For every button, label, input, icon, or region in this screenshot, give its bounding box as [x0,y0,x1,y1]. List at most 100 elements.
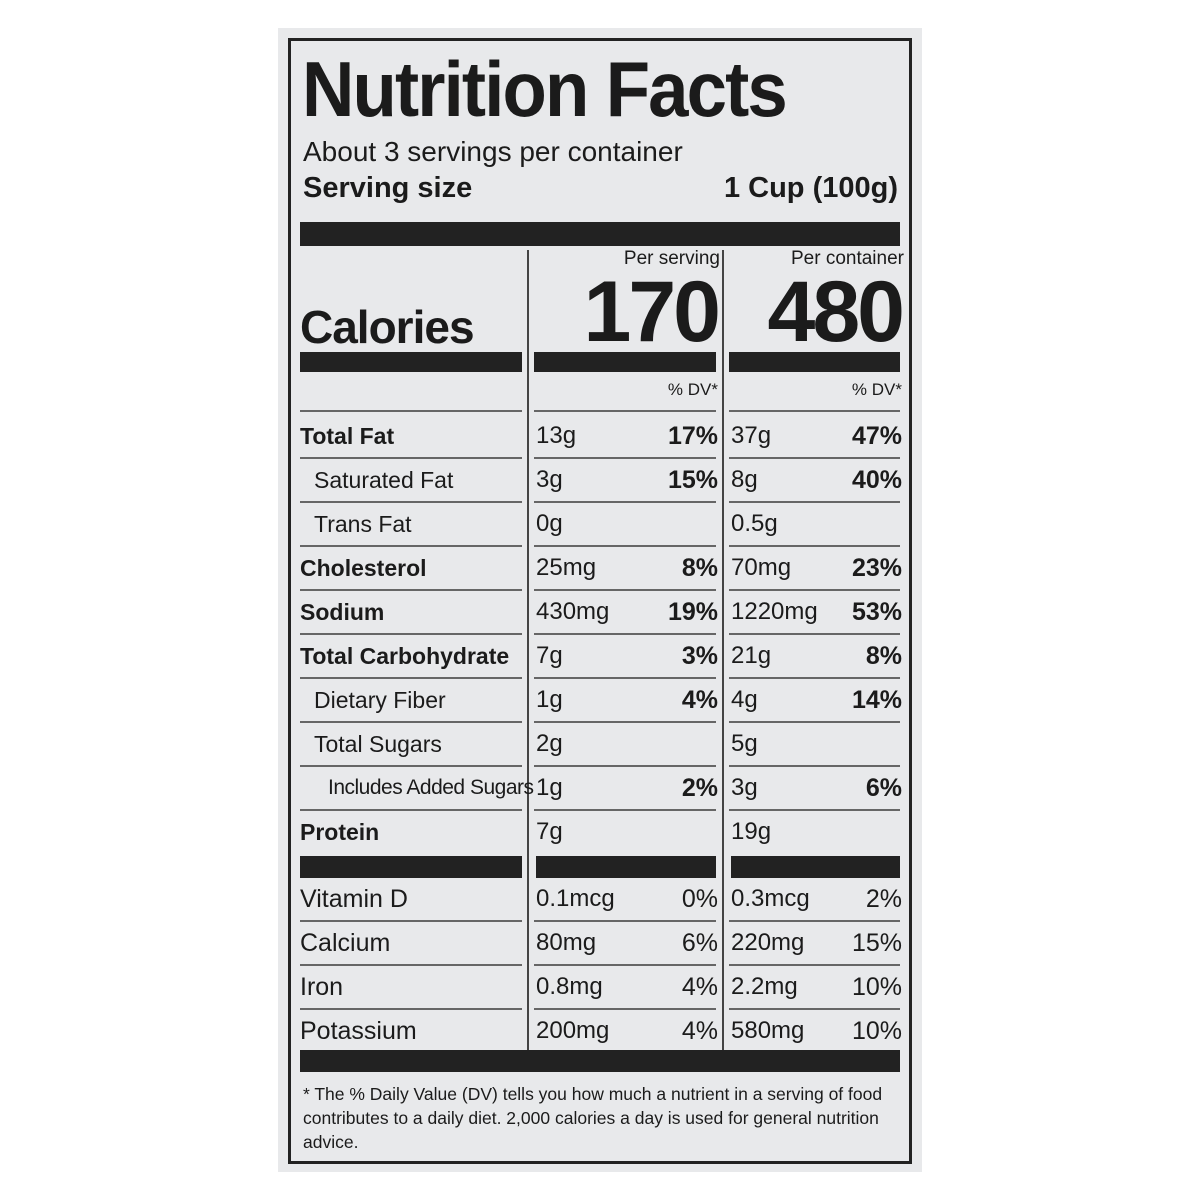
amount: 200mg [536,1017,610,1044]
nutrient-name: Iron [300,972,344,1001]
row-rule [729,765,900,767]
nutrient-name: Potassium [300,1016,417,1045]
amount: 2g [536,730,563,757]
calories-value: 170 [583,264,721,360]
row-rule [300,964,522,966]
row-rule [534,920,716,922]
protein-bar [731,856,900,878]
dv-heading: % DV* [851,380,902,399]
amount: 0.3mcg [731,885,810,912]
label-border [288,38,912,1164]
header-rule [729,410,900,412]
amount: 8g [731,466,758,493]
row-rule [729,1008,900,1010]
amount: 3g [536,466,563,493]
row-rule [534,633,716,635]
daily-value: 2% [681,773,718,802]
nutrient-name: Dietary Fiber [314,686,446,713]
protein-bar [300,856,522,878]
row-rule [300,1008,522,1010]
nutrient-name: Total Sugars [314,730,442,757]
daily-value: 47% [851,421,902,450]
row-rule [300,545,522,547]
row-rule [300,809,522,811]
daily-value: 17% [667,421,718,450]
row-rule [729,633,900,635]
serving-size-value: 1 Cup (100g) [723,172,898,204]
daily-value: 4% [681,972,718,1001]
calories-bar [534,352,716,372]
nutrient-name: Protein [300,818,380,845]
amount: 0.5g [731,510,778,537]
daily-value: 53% [851,597,902,626]
amount: 1g [536,686,563,713]
row-rule [300,920,522,922]
daily-value: 19% [667,597,718,626]
serving-size-label: Serving size [303,172,473,204]
thick-bar [300,1050,900,1072]
dv-heading: % DV* [667,380,718,399]
amount: 0.1mcg [536,885,615,912]
amount: 0.8mg [536,973,603,1000]
daily-value: 4% [681,685,718,714]
amount: 3g [731,774,758,801]
nutrient-name: Saturated Fat [314,466,454,493]
amount: 37g [731,422,772,449]
daily-value: 15% [851,928,902,957]
nutrient-name: Trans Fat [314,510,412,537]
daily-value: 6% [681,928,718,957]
label-panel [278,28,922,1172]
nutrient-name: Sodium [300,598,385,625]
nutrient-name: Vitamin D [300,884,408,913]
daily-value: 10% [851,1016,902,1045]
row-rule [534,545,716,547]
thick-bar [300,222,900,246]
footnote: * The % Daily Value (DV) tells you how m… [303,1084,883,1152]
amount: 7g [536,642,563,669]
amount: 19g [731,818,772,845]
row-rule [729,545,900,547]
daily-value: 15% [667,465,718,494]
amount: 70mg [731,554,792,581]
daily-value: 2% [865,884,902,913]
amount: 21g [731,642,772,669]
amount: 220mg [731,929,805,956]
amount: 7g [536,818,563,845]
row-rule [300,677,522,679]
row-rule [729,920,900,922]
daily-value: 8% [681,553,718,582]
daily-value: 4% [681,1016,718,1045]
calories-bar [729,352,900,372]
amount: 25mg [536,554,597,581]
amount: 2.2mg [731,973,798,1000]
nutrient-name: Calcium [300,928,391,957]
nutrient-name: Total Carbohydrate [300,642,510,669]
amount: 0g [536,510,563,537]
servings: About 3 servings per container [303,136,683,167]
row-rule [729,809,900,811]
amount: 1220mg [731,598,818,625]
column-heading: Per serving [623,248,720,269]
amount: 13g [536,422,577,449]
row-rule [300,457,522,459]
row-rule [300,721,522,723]
protein-bar [536,856,716,878]
column-heading: Per container [790,248,904,269]
row-rule [300,501,522,503]
row-rule [534,964,716,966]
row-rule [729,964,900,966]
row-rule [729,589,900,591]
calories-value: 480 [767,264,905,360]
calories-label: Calories [300,301,475,353]
calories-bar [300,352,522,372]
row-rule [534,457,716,459]
daily-value: 0% [681,884,718,913]
row-rule [534,721,716,723]
row-rule [729,677,900,679]
row-rule [729,721,900,723]
daily-value: 23% [851,553,902,582]
amount: 580mg [731,1017,805,1044]
nutrient-name: Includes Added Sugars [328,776,534,799]
daily-value: 3% [681,641,718,670]
